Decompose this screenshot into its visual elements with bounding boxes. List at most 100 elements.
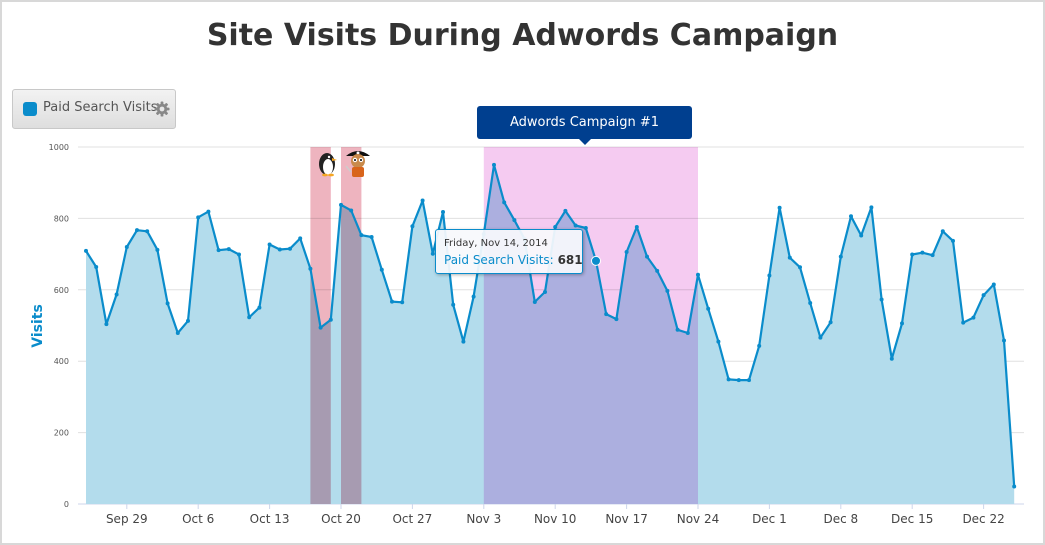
data-point: [420, 198, 425, 203]
data-point: [879, 297, 884, 302]
data-point: [277, 247, 282, 252]
data-point: [553, 224, 558, 229]
data-point: [645, 254, 649, 259]
data-point: [930, 253, 935, 258]
data-point: [390, 299, 394, 304]
plot-band: [341, 147, 362, 504]
data-point: [747, 378, 751, 383]
data-point: [940, 229, 945, 234]
data-point: [124, 244, 129, 249]
data-point: [492, 162, 496, 167]
data-point: [451, 302, 456, 307]
data-point: [512, 218, 517, 223]
data-point: [267, 242, 272, 247]
data-point: [889, 356, 894, 361]
x-tick-label: Nov 17: [605, 512, 648, 526]
legend-label: Paid Search Visits: [43, 100, 158, 115]
data-point: [757, 343, 762, 348]
x-tick-label: Oct 20: [321, 512, 361, 526]
tooltip: Friday, Nov 14, 2014 Paid Search Visits:…: [435, 229, 583, 274]
data-point: [339, 202, 343, 207]
data-point: [298, 236, 303, 241]
data-point: [145, 229, 150, 234]
data-point: [410, 224, 415, 229]
data-point: [787, 255, 792, 260]
data-point: [624, 249, 629, 254]
data-point: [135, 228, 139, 233]
data-point: [849, 214, 853, 219]
y-tick-label: 200: [54, 429, 69, 438]
data-point: [614, 317, 619, 322]
data-point: [328, 317, 333, 322]
data-point: [441, 209, 445, 214]
data-point: [543, 289, 547, 294]
data-point: [155, 247, 160, 252]
data-point: [114, 292, 119, 297]
data-point: [1012, 484, 1017, 489]
data-point: [196, 215, 201, 220]
data-point: [777, 205, 782, 210]
x-tick-label: Oct 13: [250, 512, 290, 526]
gear-icon[interactable]: [154, 101, 170, 117]
data-point: [104, 322, 109, 327]
data-point: [94, 264, 99, 269]
data-point: [257, 305, 262, 310]
data-point: [991, 282, 996, 287]
data-point: [288, 246, 292, 251]
data-point: [900, 321, 904, 326]
data-point: [716, 339, 721, 344]
data-point: [583, 226, 588, 231]
pirate-icon: [345, 151, 370, 177]
y-axis-title: Visits: [30, 304, 46, 348]
data-point: [604, 312, 609, 317]
data-point: [634, 224, 639, 229]
data-point: [838, 254, 843, 259]
data-point: [379, 267, 384, 272]
y-tick-label: 800: [54, 214, 69, 223]
x-tick-label: Nov 3: [466, 512, 501, 526]
chart-title: Site Visits During Adwords Campaign: [206, 18, 839, 53]
data-point: [685, 330, 690, 335]
data-point: [828, 320, 833, 325]
x-tick-label: Oct 6: [182, 512, 214, 526]
y-tick-label: 600: [54, 286, 69, 295]
tooltip-series: Paid Search Visits: 681: [444, 253, 583, 267]
data-point: [573, 223, 578, 228]
data-point: [308, 266, 313, 271]
data-point: [696, 272, 700, 277]
data-point: [798, 265, 802, 270]
x-tick-label: Dec 15: [891, 512, 933, 526]
data-point: [175, 330, 180, 335]
data-point: [532, 299, 537, 304]
legend-item-paid-search-visits[interactable]: Paid Search Visits: [12, 89, 176, 129]
data-point: [186, 318, 190, 323]
data-point: [1002, 338, 1006, 343]
data-point: [216, 248, 221, 253]
data-point: [226, 247, 231, 252]
x-tick-label: Dec 22: [962, 512, 1004, 526]
data-point: [859, 233, 864, 238]
data-point: [736, 378, 741, 383]
data-point: [961, 320, 966, 325]
y-tick-label: 400: [54, 357, 69, 366]
data-point: [563, 208, 568, 213]
legend-swatch: [23, 102, 37, 116]
data-point: [400, 300, 405, 305]
x-tick-label: Nov 24: [677, 512, 720, 526]
x-tick-label: Oct 27: [392, 512, 432, 526]
data-point: [951, 238, 955, 243]
data-point: [818, 335, 823, 340]
x-tick-label: Nov 10: [534, 512, 577, 526]
campaign-band-label: Adwords Campaign #1: [477, 106, 692, 145]
data-point: [237, 252, 241, 257]
data-point: [247, 315, 252, 320]
data-point: [655, 268, 660, 273]
y-tick-label: 0: [64, 500, 69, 509]
data-point: [971, 315, 976, 320]
data-point: [84, 248, 88, 253]
data-point: [920, 250, 925, 255]
tooltip-series-label: Paid Search Visits:: [444, 253, 554, 267]
data-point: [726, 377, 731, 382]
